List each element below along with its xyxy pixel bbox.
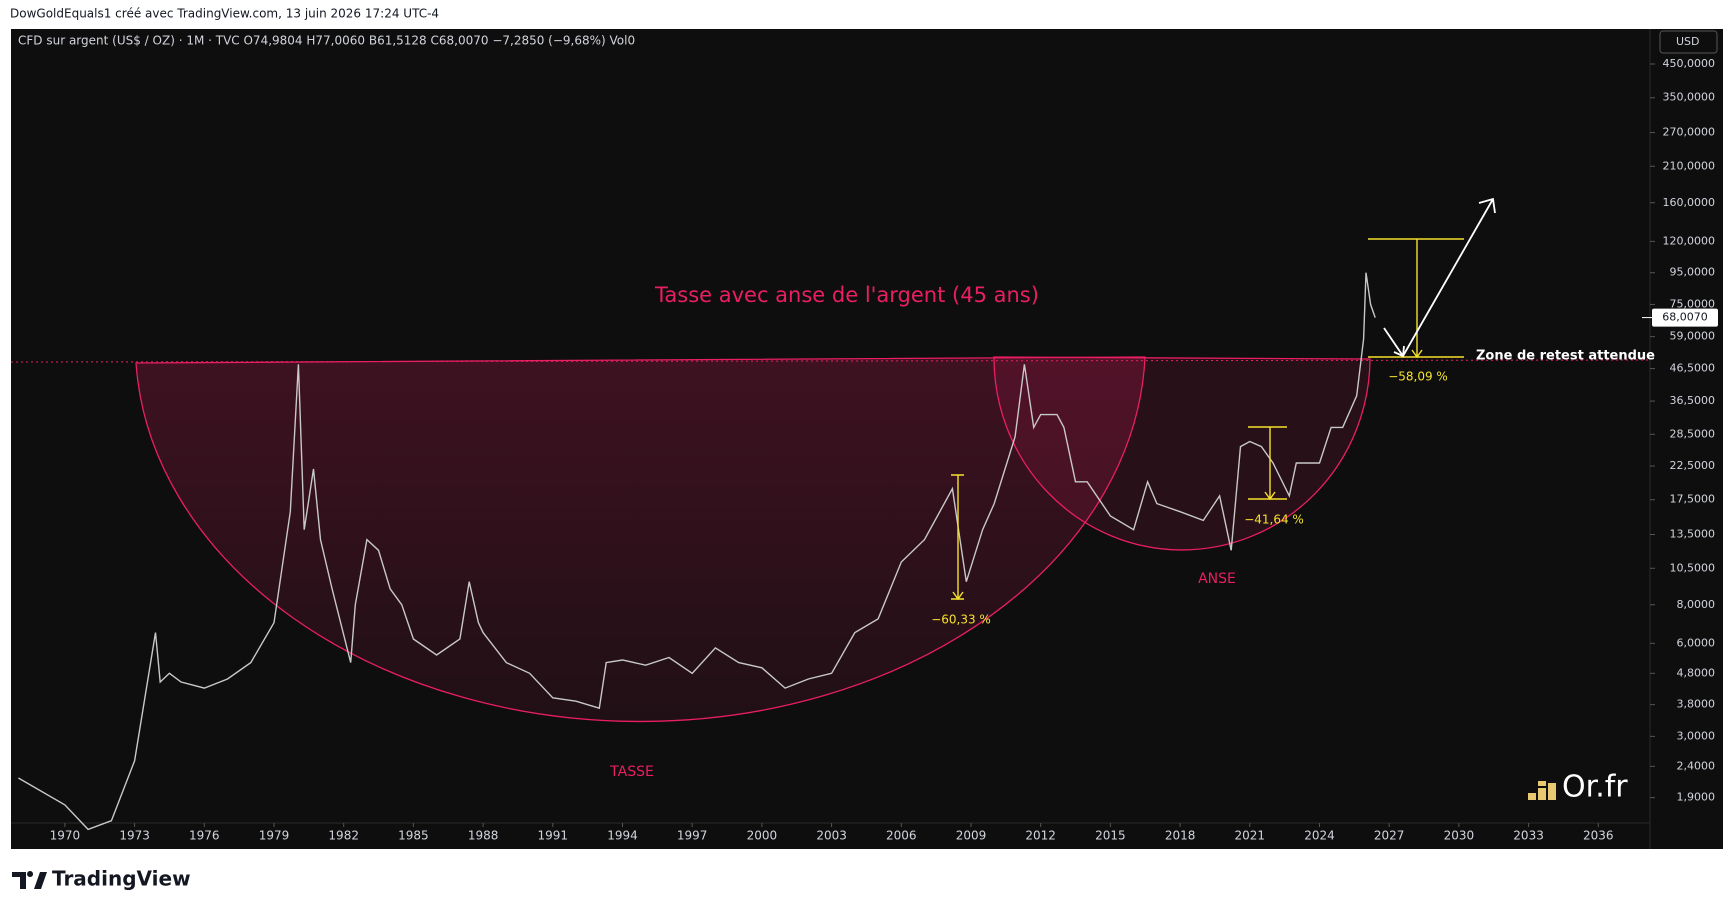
brand: TradingView	[52, 867, 191, 891]
y-tick-label: 46,5000	[1670, 362, 1716, 375]
x-tick-label: 1985	[398, 829, 429, 843]
x-tick-label: 1988	[468, 829, 499, 843]
measures	[951, 238, 1464, 601]
y-tick-label: 95,0000	[1670, 266, 1716, 279]
y-tick-label: 22,5000	[1670, 459, 1716, 472]
y-tick-label: 28,5000	[1670, 427, 1716, 440]
x-tick-label: 2012	[1025, 829, 1056, 843]
x-tick-label: 2033	[1513, 829, 1544, 843]
x-tick-label: 2018	[1165, 829, 1196, 843]
drop-label: −60,33 %	[931, 613, 991, 627]
handle-arc	[993, 356, 1371, 551]
x-tick-label: 1970	[50, 829, 81, 843]
y-tick-label: 160,0000	[1663, 196, 1716, 209]
measure-2021	[1248, 426, 1287, 501]
x-tick-label: 2009	[956, 829, 987, 843]
x-tick-label: 2030	[1444, 829, 1475, 843]
currency-box[interactable]	[1659, 30, 1718, 54]
y-tick-label: 13,5000	[1670, 528, 1716, 541]
x-tick-label: 2036	[1583, 829, 1614, 843]
cup-label: TASSE	[609, 764, 654, 780]
y-tick-label: 450,0000	[1663, 57, 1716, 70]
currency: USD	[1676, 35, 1700, 48]
y-tick-label: 75,0000	[1670, 297, 1716, 310]
watermark-icon	[1528, 781, 1556, 800]
x-tick-label: 1994	[607, 829, 638, 843]
last-price-label: 68,0070	[1662, 311, 1708, 324]
y-tick-label: 3,8000	[1677, 698, 1716, 711]
handle-label: ANSE	[1198, 571, 1236, 587]
cup-arc	[135, 356, 1146, 723]
projection-arrow	[1383, 197, 1496, 358]
chart-title: Tasse avec anse de l'argent (45 ans)	[654, 283, 1039, 307]
retest-label: Zone de retest attendue	[1476, 349, 1655, 364]
symbol-line: CFD sur argent (US$ / OZ) · 1M · TVC O74…	[18, 34, 635, 48]
y-tick-label: 2,4000	[1677, 759, 1716, 772]
drop-label: −58,09 %	[1388, 370, 1448, 384]
x-tick-label: 2024	[1304, 829, 1335, 843]
x-tick-label: 2006	[886, 829, 917, 843]
x-tick-label: 1976	[189, 829, 220, 843]
y-tick-label: 6,0000	[1677, 636, 1716, 649]
x-tick-label: 2021	[1235, 829, 1266, 843]
x-tick-label: 2000	[747, 829, 778, 843]
x-tick-label: 2003	[816, 829, 847, 843]
y-tick-label: 270,0000	[1663, 126, 1716, 139]
x-tick-label: 2027	[1374, 829, 1405, 843]
x-tick-label: 1973	[119, 829, 150, 843]
watermark: Or.fr	[1562, 770, 1628, 805]
y-tick-label: 3,0000	[1677, 729, 1716, 742]
x-tick-label: 1991	[538, 829, 569, 843]
measure-2008	[951, 474, 964, 601]
y-tick-label: 36,5000	[1670, 394, 1716, 407]
measure-2026	[1368, 238, 1464, 359]
y-tick-label: 1,9000	[1677, 791, 1716, 804]
y-tick-label: 4,8000	[1677, 666, 1716, 679]
x-tick-label: 2015	[1095, 829, 1126, 843]
y-tick-label: 17,5000	[1670, 493, 1716, 506]
y-tick-label: 8,0000	[1677, 598, 1716, 611]
price-layer	[18, 272, 1376, 831]
drop-label: −41,64 %	[1244, 513, 1304, 527]
price-line	[18, 272, 1376, 831]
brand-logo	[12, 871, 47, 889]
y-tick-label: 120,0000	[1663, 234, 1716, 247]
x-tick-label: 1982	[328, 829, 359, 843]
last-price-box	[1652, 308, 1718, 327]
credit: DowGoldEquals1 créé avec TradingView.com…	[10, 7, 439, 21]
x-tick-label: 1979	[259, 829, 290, 843]
x-tick-label: 1997	[677, 829, 708, 843]
y-tick-label: 350,0000	[1663, 91, 1716, 104]
y-tick-label: 10,5000	[1670, 561, 1716, 574]
y-tick-label: 210,0000	[1663, 159, 1716, 172]
y-tick-label: 59,0000	[1670, 330, 1716, 343]
